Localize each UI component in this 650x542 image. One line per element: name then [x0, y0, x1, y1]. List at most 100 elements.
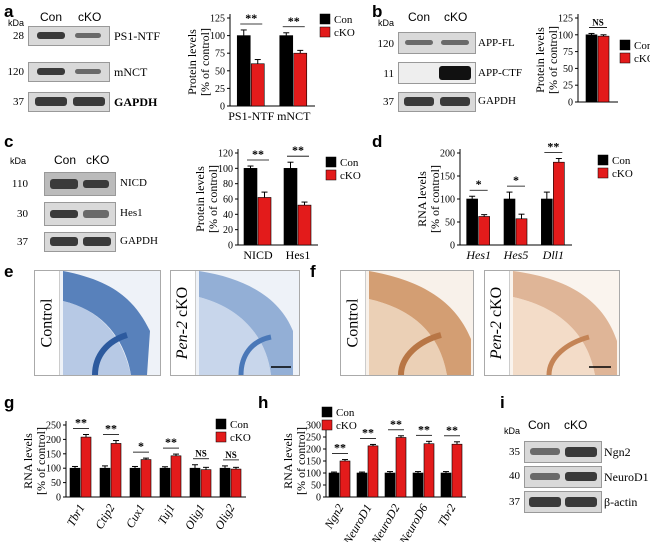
y-tick-label: 50: [311, 481, 321, 492]
lane-label-con: Con: [54, 153, 77, 167]
bar-cko: [423, 443, 435, 498]
x-category-label: NeuroD2: [368, 502, 403, 542]
x-category-label: NeuroD1: [340, 502, 375, 542]
significance-label: NS: [225, 450, 237, 460]
significance-label: **: [390, 417, 402, 431]
blot-strip: [44, 202, 116, 226]
bar-cko: [478, 216, 490, 246]
micrograph-label: Control: [35, 271, 60, 375]
significance-label: **: [446, 423, 458, 437]
y-tick-label: 50: [445, 218, 455, 229]
legend-swatch-cko: [321, 419, 333, 431]
legend-label: cKO: [340, 170, 361, 182]
bar-chart-a: 0 25 50 75 100 125 Protein levels[% of control…: [185, 11, 355, 123]
bar-cko: [140, 459, 152, 498]
legend-swatch-cko: [619, 52, 631, 64]
y-tick-label: 75: [563, 47, 573, 58]
bar-con: [189, 467, 201, 498]
lane-label-cko: cKO: [444, 10, 468, 24]
y-tick-label: 200: [440, 149, 455, 160]
panel-letter-e: e: [4, 262, 14, 281]
y-axis-label: RNA levels[% of control]: [21, 427, 48, 495]
legend-label: Con: [230, 419, 249, 431]
y-tick-label: 300: [306, 421, 321, 432]
bar-cko: [339, 460, 351, 498]
kda-label: kDa: [378, 18, 395, 28]
bar-cko: [297, 204, 312, 246]
mw-marker: 35: [509, 446, 520, 458]
significance-label: NS: [195, 449, 207, 459]
y-tick-label: 0: [450, 241, 455, 252]
legend-label: cKO: [336, 420, 357, 432]
y-axis-label-line: Protein levels: [193, 166, 207, 232]
micrograph-cko-blue: Pen-2 cKO: [170, 270, 300, 376]
bar-con: [412, 472, 424, 498]
legend-swatch-cko: [215, 431, 227, 443]
bar-chart-c: 0 20 40 60 80 100 120 Protein levels[% of contr…: [193, 143, 361, 262]
significance-label: **: [165, 435, 177, 449]
blot-strip: [398, 62, 476, 84]
legend-swatch-con: [325, 156, 337, 168]
bar-cko: [293, 52, 308, 107]
micrograph-cko-brown: Pen-2 cKO: [484, 270, 620, 376]
legend-label: cKO: [334, 27, 355, 39]
y-tick-label: 200: [46, 435, 61, 446]
legend-swatch-con: [319, 13, 331, 25]
y-tick-label: 120: [218, 149, 233, 160]
mw-marker: 110: [11, 178, 28, 190]
micrograph-control-blue: Control: [34, 270, 161, 376]
mw-marker: 37: [509, 496, 520, 508]
lane-label-con: Con: [528, 418, 551, 432]
legend-label: Con: [334, 14, 353, 26]
x-category-label: Hes1: [286, 248, 311, 262]
y-axis-label-line: [% of control]: [546, 26, 560, 94]
y-tick-label: 250: [46, 421, 61, 432]
mw-marker: 37: [383, 96, 394, 108]
bar-con: [384, 472, 396, 498]
bar-con: [99, 467, 111, 498]
micrograph-label: Control: [341, 271, 366, 375]
blot-strip: [44, 172, 116, 196]
blot-strip: [524, 491, 602, 513]
y-tick-label: 150: [306, 457, 321, 468]
tissue-section: [510, 271, 619, 375]
bar-con: [440, 472, 452, 498]
x-category-label: Tbr2: [435, 502, 459, 529]
bar-con: [466, 198, 478, 246]
kda-label: kDa: [10, 156, 27, 166]
y-tick-label: 200: [306, 445, 321, 456]
significance-label: *: [138, 439, 144, 453]
lane-label-cko: cKO: [564, 418, 588, 432]
y-tick-label: 100: [440, 195, 455, 206]
y-tick-label: 0: [228, 241, 233, 252]
tissue-section: [60, 271, 160, 375]
significance-label: **: [418, 422, 430, 436]
micrograph-control-brown: Control: [340, 270, 474, 376]
y-axis-label-line: RNA levels: [281, 433, 295, 489]
blot-row-label: APP-CTF: [478, 67, 523, 79]
bar-con: [236, 35, 251, 107]
bar-cko: [553, 161, 565, 246]
x-category-label: Ngn2: [321, 502, 347, 532]
x-category-label: NeuroD6: [396, 502, 431, 542]
bar-con: [129, 467, 141, 498]
micrograph-label: Pen-2 cKO: [171, 271, 196, 375]
x-category-label: Olig1: [182, 502, 208, 533]
blot-strip: [28, 62, 110, 82]
blot-row-label: Ngn2: [604, 445, 631, 459]
bar-cko: [230, 468, 242, 498]
y-tick-label: 75: [215, 49, 225, 60]
significance-label: **: [362, 425, 374, 439]
y-tick-label: 40: [223, 210, 233, 221]
blot-strip: [28, 92, 110, 112]
bar-cko: [395, 437, 407, 498]
bar-con: [503, 198, 516, 246]
tissue-section: [196, 271, 299, 375]
legend-label: cKO: [612, 168, 633, 180]
y-tick-label: 150: [440, 172, 455, 183]
significance-label: **: [75, 416, 87, 430]
x-category-label: mNCT: [277, 109, 311, 123]
legend-swatch-con: [619, 39, 631, 51]
bar-con: [69, 467, 81, 498]
